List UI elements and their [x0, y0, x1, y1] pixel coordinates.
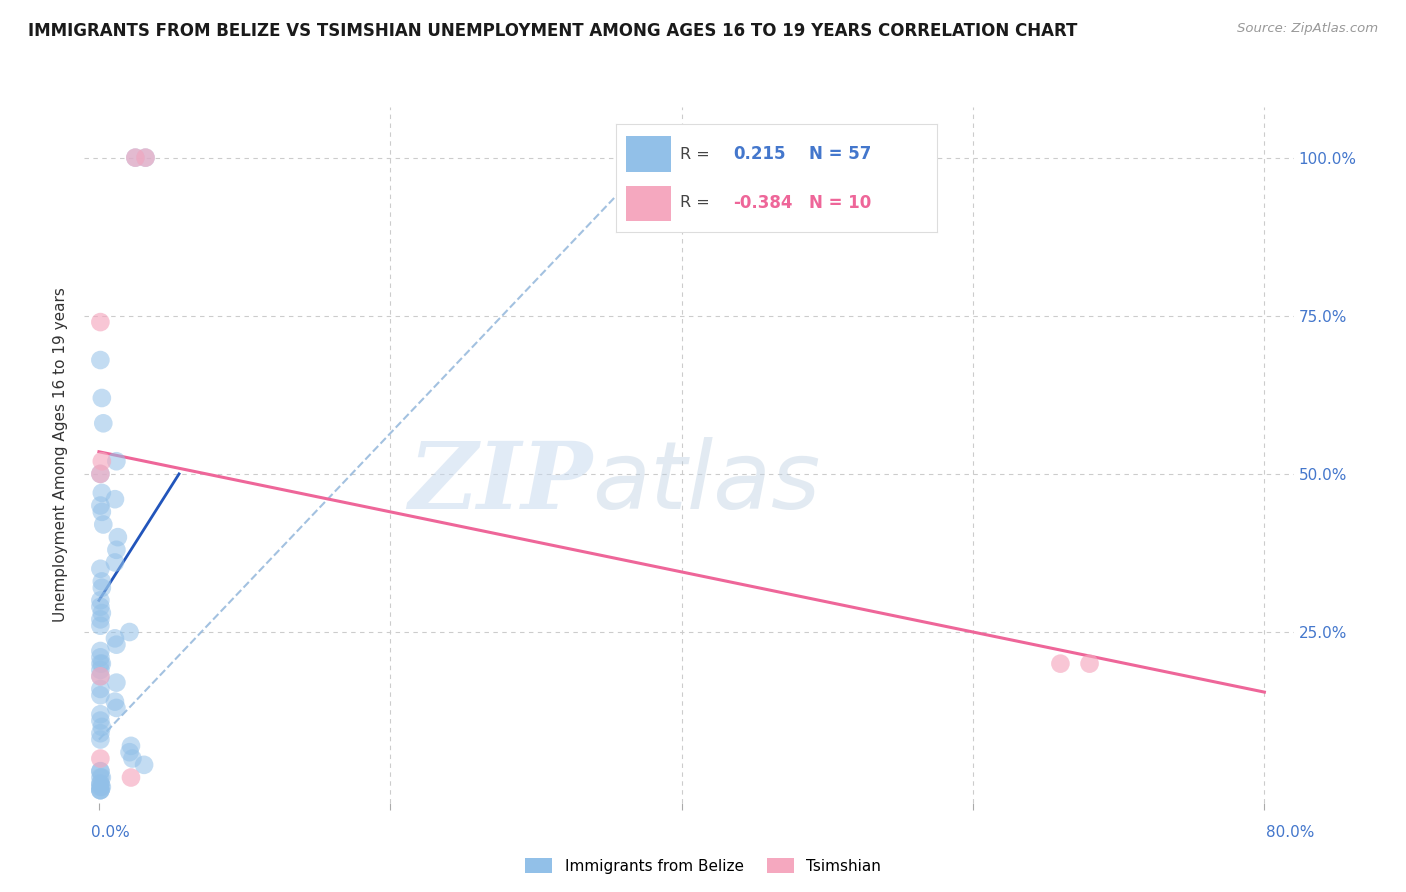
Text: 0.215: 0.215 — [734, 145, 786, 163]
Point — [120, 771, 142, 785]
Point — [90, 454, 112, 468]
Text: R =: R = — [681, 195, 716, 211]
Point — [90, 657, 112, 671]
Text: N = 57: N = 57 — [808, 145, 872, 163]
Point — [89, 783, 111, 797]
Point — [89, 644, 111, 658]
Point — [89, 780, 111, 794]
Point — [89, 777, 111, 791]
Point — [91, 517, 114, 532]
Point — [89, 751, 111, 765]
Point — [90, 581, 112, 595]
Point — [90, 780, 112, 794]
Text: N = 10: N = 10 — [808, 194, 870, 211]
Point — [121, 751, 143, 765]
Point — [1049, 657, 1071, 671]
FancyBboxPatch shape — [626, 136, 671, 172]
Point — [89, 562, 111, 576]
Point — [104, 632, 127, 646]
Point — [89, 657, 111, 671]
Point — [89, 707, 111, 722]
Point — [90, 391, 112, 405]
Point — [120, 739, 142, 753]
Point — [89, 714, 111, 728]
Point — [90, 606, 112, 620]
Point — [104, 556, 127, 570]
Point — [124, 151, 146, 165]
Point — [89, 593, 111, 607]
Point — [1078, 657, 1101, 671]
Point — [118, 625, 141, 640]
Point — [89, 669, 111, 683]
Y-axis label: Unemployment Among Ages 16 to 19 years: Unemployment Among Ages 16 to 19 years — [53, 287, 69, 623]
Text: Source: ZipAtlas.com: Source: ZipAtlas.com — [1237, 22, 1378, 36]
Point — [89, 783, 111, 797]
Point — [89, 315, 111, 329]
Text: ZIP: ZIP — [408, 438, 592, 528]
Point — [107, 530, 129, 544]
Point — [89, 467, 111, 481]
Point — [89, 764, 111, 779]
Text: IMMIGRANTS FROM BELIZE VS TSIMSHIAN UNEMPLOYMENT AMONG AGES 16 TO 19 YEARS CORRE: IMMIGRANTS FROM BELIZE VS TSIMSHIAN UNEM… — [28, 22, 1077, 40]
Point — [105, 454, 128, 468]
Point — [105, 638, 128, 652]
FancyBboxPatch shape — [626, 186, 671, 221]
Point — [89, 467, 111, 481]
Text: 0.0%: 0.0% — [91, 825, 131, 840]
Text: -0.384: -0.384 — [734, 194, 793, 211]
Point — [135, 151, 157, 165]
Point — [118, 745, 141, 759]
Point — [105, 701, 128, 715]
Point — [89, 688, 111, 702]
Point — [89, 771, 111, 785]
Point — [89, 669, 111, 683]
Point — [90, 505, 112, 519]
Point — [89, 783, 111, 797]
Point — [132, 757, 155, 772]
Point — [90, 486, 112, 500]
Point — [89, 681, 111, 696]
Point — [89, 599, 111, 614]
Point — [89, 650, 111, 665]
Legend: Immigrants from Belize, Tsimshian: Immigrants from Belize, Tsimshian — [519, 852, 887, 880]
Point — [89, 726, 111, 740]
Point — [89, 663, 111, 677]
Point — [135, 151, 157, 165]
Point — [89, 618, 111, 632]
Point — [104, 492, 127, 507]
Point — [90, 574, 112, 589]
Point — [91, 417, 114, 431]
Point — [90, 720, 112, 734]
Text: R =: R = — [681, 146, 716, 161]
Point — [124, 151, 146, 165]
Point — [89, 353, 111, 368]
Point — [105, 675, 128, 690]
Point — [104, 695, 127, 709]
Text: 80.0%: 80.0% — [1267, 825, 1315, 840]
Point — [89, 777, 111, 791]
Point — [89, 499, 111, 513]
Point — [105, 542, 128, 557]
Point — [89, 764, 111, 779]
Point — [89, 732, 111, 747]
Text: atlas: atlas — [592, 437, 821, 528]
Point — [90, 771, 112, 785]
Point — [89, 612, 111, 626]
